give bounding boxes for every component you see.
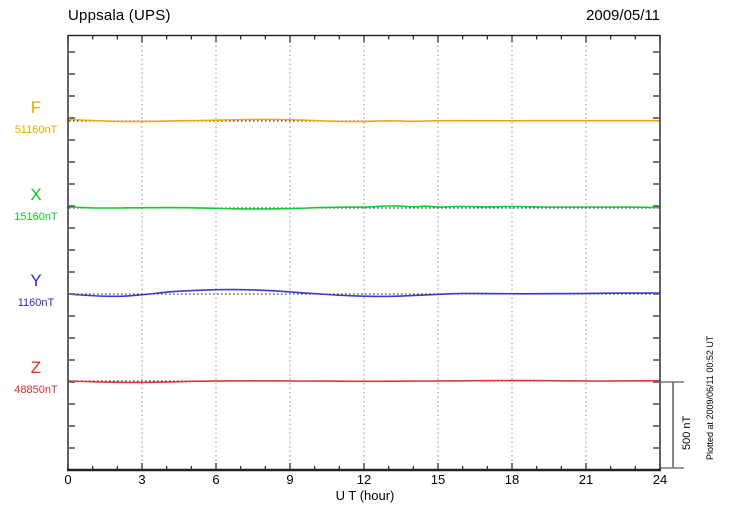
x-tick-label-21: 21 xyxy=(578,472,594,487)
channel-z-label: Z 48850nT xyxy=(4,358,68,397)
x-tick-label-3: 3 xyxy=(138,472,146,487)
channel-f-label: F 51160nT xyxy=(4,98,68,137)
channel-x-letter: X xyxy=(30,185,42,204)
x-tick-label-0: 0 xyxy=(64,472,72,487)
trace-x xyxy=(67,205,661,210)
scale-bar-label: 500 nT xyxy=(681,415,693,450)
channel-z-letter: Z xyxy=(30,358,42,377)
channel-x-baseline-value: 15160nT xyxy=(14,211,58,223)
channel-y-baseline-value: 1160nT xyxy=(17,297,55,309)
plot-date: 2009/05/11 xyxy=(586,7,660,24)
trace-z xyxy=(67,379,661,384)
channel-y-label: Y 1160nT xyxy=(4,271,68,310)
station-title: Uppsala (UPS) xyxy=(68,7,171,24)
x-tick-label-18: 18 xyxy=(504,472,520,487)
plotted-at-note: Plotted at 2009/06/11 00:52 UT xyxy=(705,335,715,460)
x-axis-label: U T (hour) xyxy=(335,488,395,503)
channel-f-baseline-value: 51160nT xyxy=(14,124,58,136)
channel-z-baseline-value: 48850nT xyxy=(14,384,58,396)
x-tick-label-6: 6 xyxy=(212,472,220,487)
channel-x-label: X 15160nT xyxy=(4,185,68,224)
x-tick-label-24: 24 xyxy=(652,472,668,487)
channel-f-letter: F xyxy=(30,98,42,117)
x-tick-label-12: 12 xyxy=(356,472,372,487)
x-tick-label-15: 15 xyxy=(430,472,446,487)
x-tick-label-9: 9 xyxy=(286,472,294,487)
trace-f xyxy=(67,118,661,123)
trace-y xyxy=(67,288,661,298)
channel-y-letter: Y xyxy=(30,271,42,290)
